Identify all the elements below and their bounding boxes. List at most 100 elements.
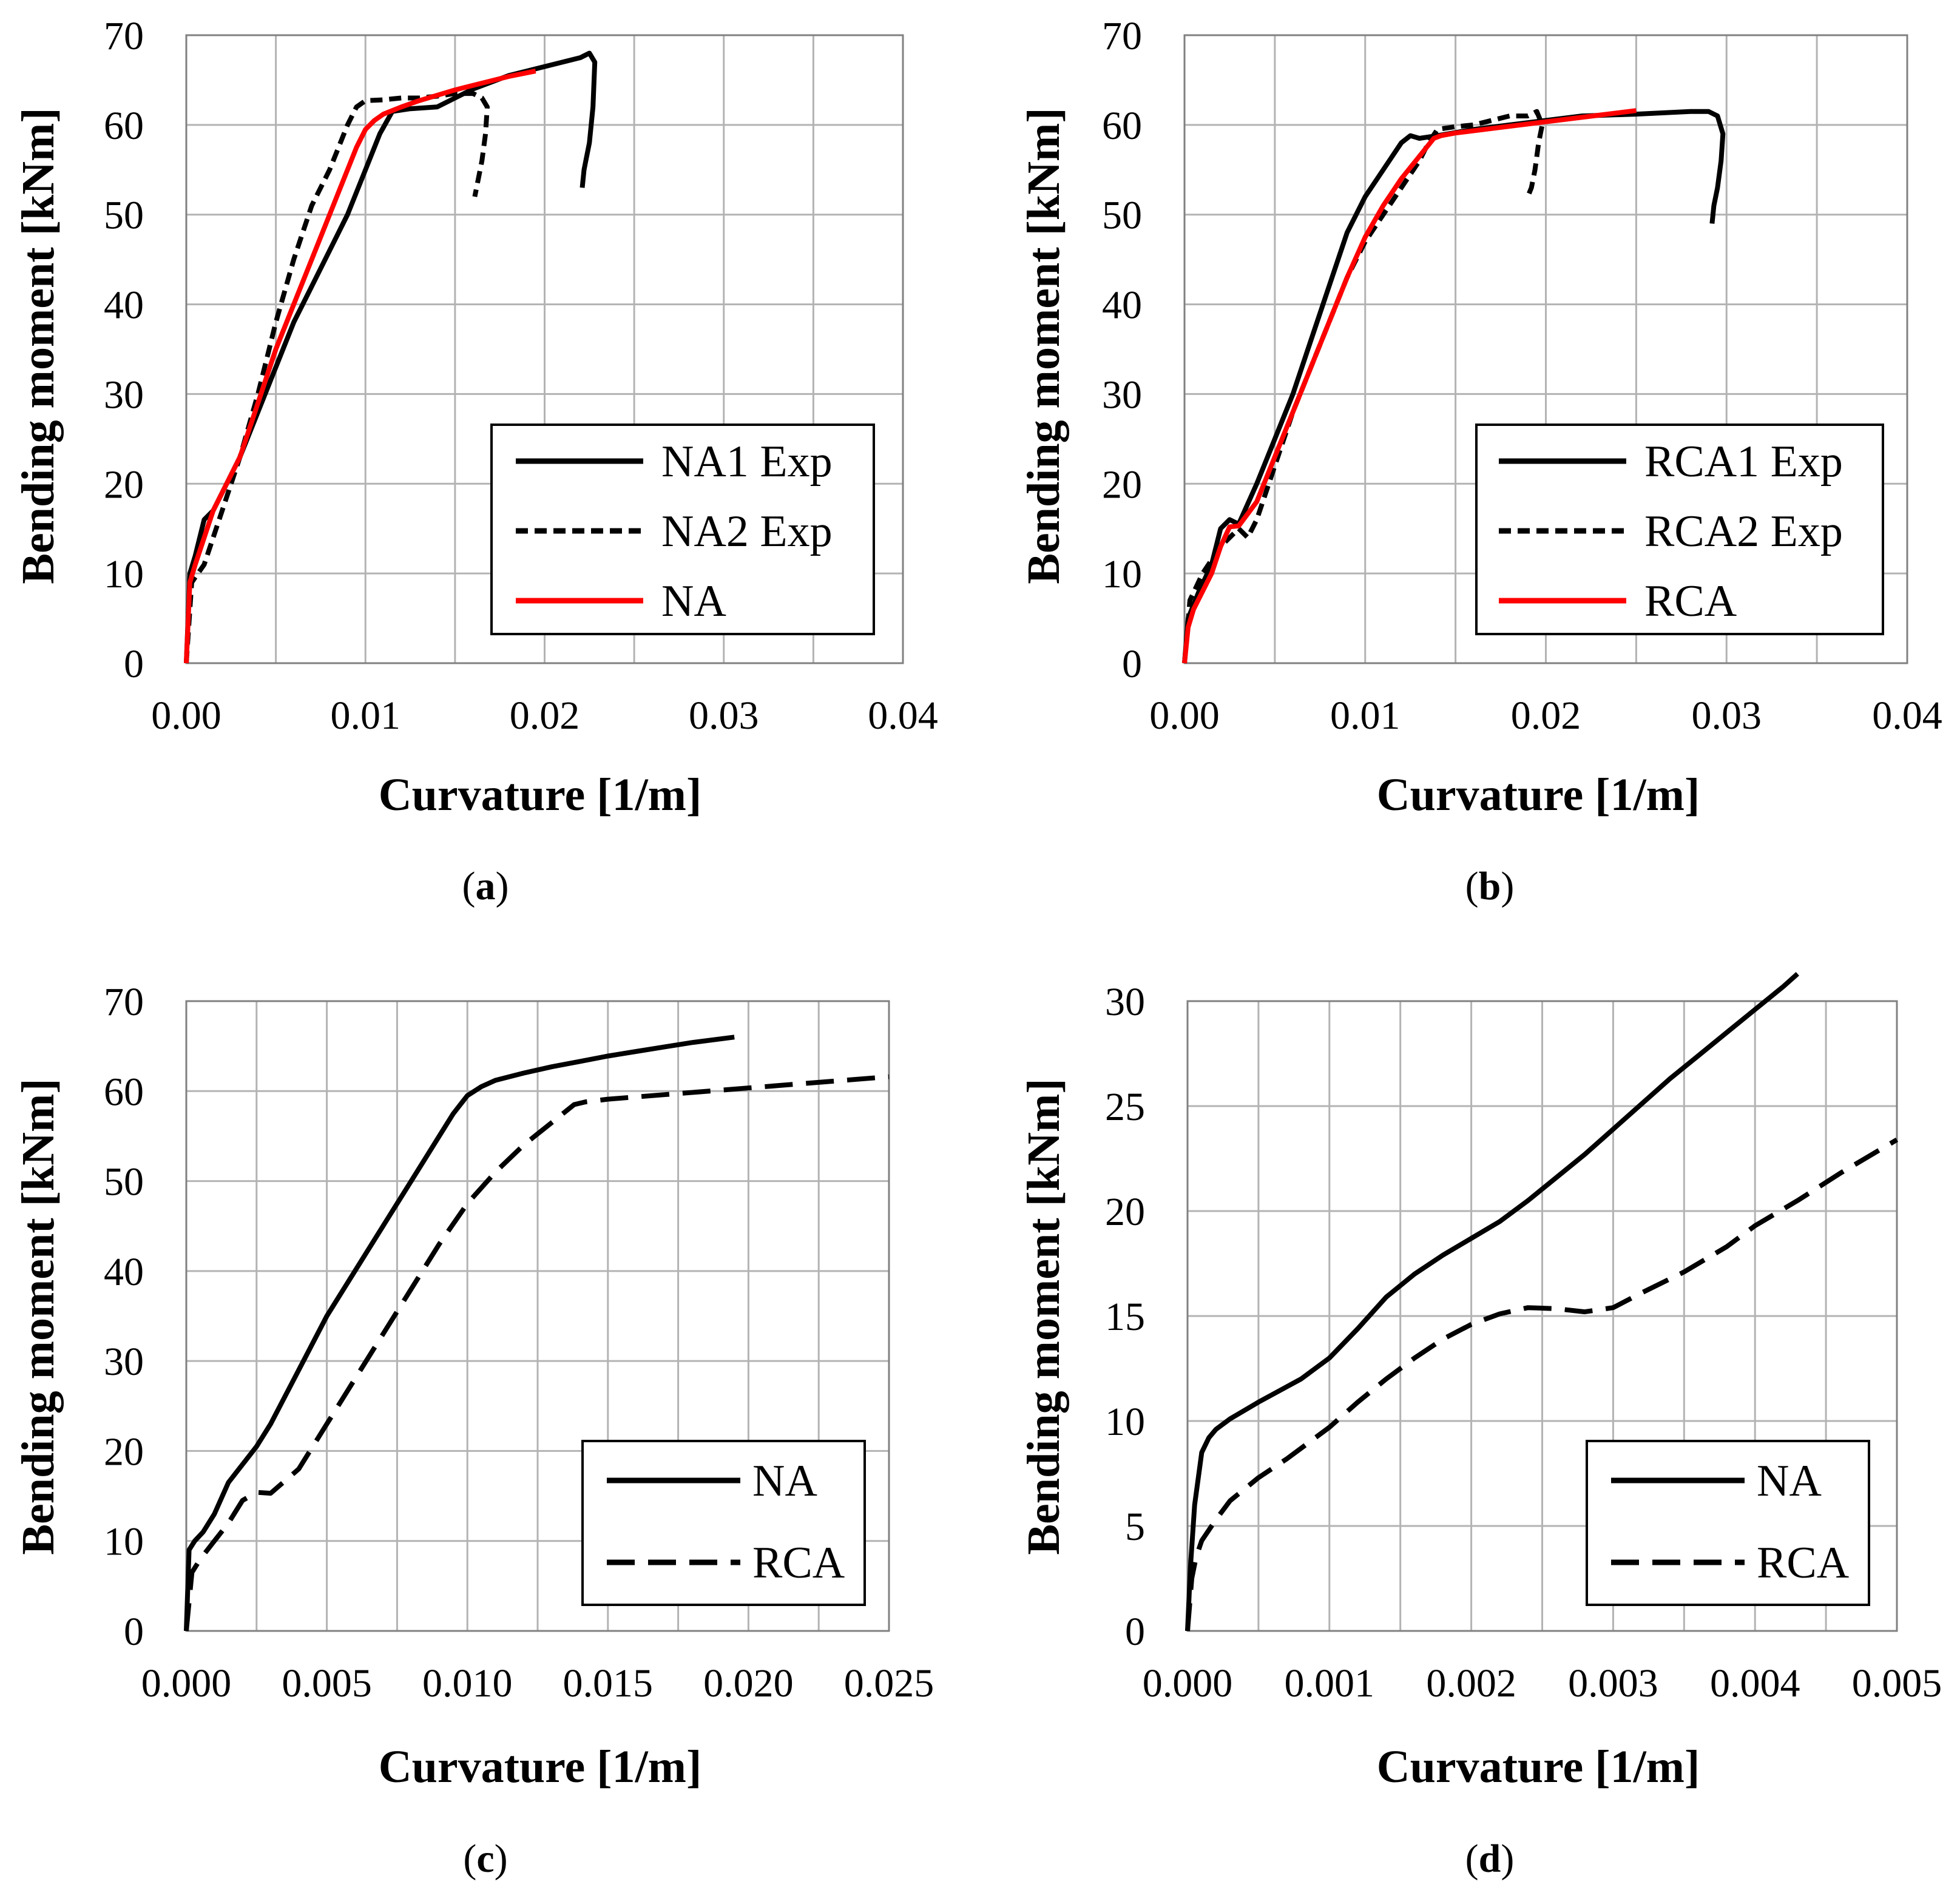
panel-a: 0.00 0.01 0.02 0.03 0.04 0 10 20 30 40 50 60 70 Cur… <box>13 14 938 908</box>
panel-a-x-tick-label: 0.04 <box>868 694 938 738</box>
panel-d-series-rca <box>1185 1137 1899 1632</box>
panel-c-y-tick-labels: 0 10 20 30 40 50 60 70 <box>104 980 144 1654</box>
panel-d-x-axis-title: Curvature [1/m] <box>1377 1741 1700 1792</box>
panel-b-y-tick-label: 30 <box>1102 373 1142 417</box>
panel-c-x-tick-label: 0.010 <box>422 1661 513 1706</box>
panel-b-plot-area <box>1183 34 1908 664</box>
panel-b-x-tick-labels: 0.00 0.01 0.02 0.03 0.04 <box>1149 694 1942 738</box>
panel-a-legend-label-na: NA <box>661 576 726 626</box>
panel-c-legend-label-na: NA <box>752 1456 817 1506</box>
panel-d-y-axis-title: Bending moment [kNm] <box>1018 1078 1069 1554</box>
panel-b-y-tick-label: 20 <box>1102 462 1142 507</box>
panel-b-y-tick-label: 10 <box>1102 552 1142 596</box>
panel-d-y-tick-labels: 0 5 10 15 20 25 30 <box>1105 980 1145 1654</box>
panel-c-x-tick-label: 0.000 <box>141 1661 232 1706</box>
panel-c-y-tick-label: 70 <box>104 980 144 1024</box>
panel-a-series-na2-exp <box>184 91 490 664</box>
panel-b-y-tick-labels: 0 10 20 30 40 50 60 70 <box>1102 14 1142 686</box>
panel-c-x-tick-label: 0.005 <box>282 1661 372 1706</box>
panel-a-y-tick-label: 70 <box>104 14 144 58</box>
panel-b-y-tick-label: 0 <box>1122 642 1142 686</box>
panel-c-x-tick-label: 0.015 <box>563 1661 654 1706</box>
panel-c-x-tick-label: 0.020 <box>703 1661 794 1706</box>
panel-d-series-na <box>1185 972 1799 1632</box>
panel-d-x-tick-label: 0.001 <box>1285 1661 1375 1706</box>
panel-d-x-tick-labels: 0.000 0.001 0.002 0.003 0.004 0.005 <box>1143 1661 1942 1706</box>
panel-c-y-tick-label: 10 <box>104 1520 144 1564</box>
panel-b-y-tick-label: 60 <box>1102 104 1142 148</box>
panel-d-caption: (d) <box>1465 1837 1515 1881</box>
panel-b-x-axis-title: Curvature [1/m] <box>1377 769 1700 820</box>
panel-c-legend-box <box>581 1440 866 1606</box>
panel-b-legend-label-rca1-exp: RCA1 Exp <box>1644 437 1843 487</box>
panel-b-caption: (b) <box>1465 864 1515 908</box>
panel-a-y-axis-title: Bending moment [kNm] <box>13 107 64 584</box>
panel-a-x-tick-label: 0.00 <box>151 694 221 738</box>
panel-d-legend-label-rca: RCA <box>1757 1538 1849 1588</box>
panel-a-x-tick-label: 0.03 <box>689 694 759 738</box>
panel-b-legend: RCA1 Exp RCA2 Exp RCA <box>1475 424 1884 635</box>
panel-d-legend-box <box>1586 1440 1870 1606</box>
panel-a-legend: NA1 Exp NA2 Exp NA <box>490 424 875 635</box>
panel-b-y-tick-label: 70 <box>1102 14 1142 58</box>
panel-b-legend-label-rca: RCA <box>1644 576 1737 626</box>
panel-a-plot-area <box>185 34 904 664</box>
panel-c-caption: (c) <box>463 1837 507 1881</box>
panel-c-y-tick-label: 20 <box>104 1429 144 1474</box>
panel-b-series-rca2-exp <box>1182 109 1545 664</box>
panel-a-y-tick-label: 20 <box>104 462 144 507</box>
panel-d-y-tick-label: 0 <box>1125 1610 1145 1654</box>
panel-a-caption: (a) <box>462 864 509 908</box>
panel-b: 0.00 0.01 0.02 0.03 0.04 0 10 20 30 40 50 60 70 Cur… <box>1018 14 1942 908</box>
panel-c-y-tick-label: 50 <box>104 1160 144 1204</box>
panel-c-x-tick-label: 0.025 <box>844 1661 934 1706</box>
panel-c-y-tick-label: 0 <box>124 1610 144 1654</box>
panel-c: 0.000 0.005 0.010 0.015 0.020 0.025 0 10 20 30 40… <box>13 980 934 1881</box>
panel-b-series-rca <box>1182 108 1637 664</box>
panel-c-series-layer <box>184 1034 890 1632</box>
panel-d-y-tick-label: 5 <box>1125 1505 1145 1549</box>
panel-d-y-tick-label: 15 <box>1105 1295 1145 1339</box>
panel-c-plot-area <box>185 1000 890 1632</box>
panel-d-plot-area <box>1186 1000 1898 1632</box>
panel-d-y-tick-label: 10 <box>1105 1400 1145 1444</box>
panel-a-series-layer <box>184 50 598 664</box>
panel-a-y-tick-label: 0 <box>124 642 144 686</box>
panel-d-series-layer <box>1185 972 1899 1632</box>
panel-c-legend-label-rca: RCA <box>752 1538 845 1588</box>
panel-a-x-axis-title: Curvature [1/m] <box>379 769 702 820</box>
panel-d-legend: NA RCA <box>1586 1440 1870 1606</box>
panel-c-x-tick-labels: 0.000 0.005 0.010 0.015 0.020 0.025 <box>141 1661 934 1706</box>
panel-d-y-tick-label: 25 <box>1105 1085 1145 1129</box>
panel-d-y-tick-label: 20 <box>1105 1190 1145 1234</box>
panel-c-y-tick-label: 40 <box>104 1250 144 1294</box>
panel-c-y-tick-label: 60 <box>104 1070 144 1114</box>
panel-b-x-tick-label: 0.02 <box>1511 694 1581 738</box>
panel-c-y-tick-label: 30 <box>104 1340 144 1384</box>
panel-d-y-tick-label: 30 <box>1105 980 1145 1024</box>
panel-a-x-tick-labels: 0.00 0.01 0.02 0.03 0.04 <box>151 694 938 738</box>
panel-a-y-tick-label: 60 <box>104 104 144 148</box>
panel-d-x-tick-label: 0.000 <box>1143 1661 1233 1706</box>
panel-b-y-tick-label: 40 <box>1102 283 1142 328</box>
panel-b-x-tick-label: 0.01 <box>1330 694 1401 738</box>
panel-b-series-layer <box>1182 108 1726 664</box>
panel-b-x-tick-label: 0.04 <box>1872 694 1942 738</box>
panel-d-x-tick-label: 0.002 <box>1426 1661 1516 1706</box>
panel-c-y-axis-title: Bending moment [kNm] <box>13 1078 64 1554</box>
panel-d-x-tick-label: 0.003 <box>1568 1661 1658 1706</box>
panel-a-y-tick-labels: 0 10 20 30 40 50 60 70 <box>104 14 144 686</box>
panel-b-series-rca1-exp <box>1182 109 1726 664</box>
panel-a-y-tick-label: 50 <box>104 194 144 238</box>
panel-c-series-rca <box>184 1074 890 1632</box>
panel-a-y-tick-label: 10 <box>104 552 144 596</box>
panel-a-legend-label-na2-exp: NA2 Exp <box>661 507 833 556</box>
panel-d-legend-label-na: NA <box>1757 1456 1822 1506</box>
panel-d-x-tick-label: 0.004 <box>1710 1661 1800 1706</box>
panel-a-y-tick-label: 30 <box>104 373 144 417</box>
panel-d-x-tick-label: 0.005 <box>1852 1661 1942 1706</box>
panel-c-series-na <box>184 1034 735 1632</box>
panel-a-y-tick-label: 40 <box>104 283 144 328</box>
panel-a-legend-label-na1-exp: NA1 Exp <box>661 437 833 487</box>
